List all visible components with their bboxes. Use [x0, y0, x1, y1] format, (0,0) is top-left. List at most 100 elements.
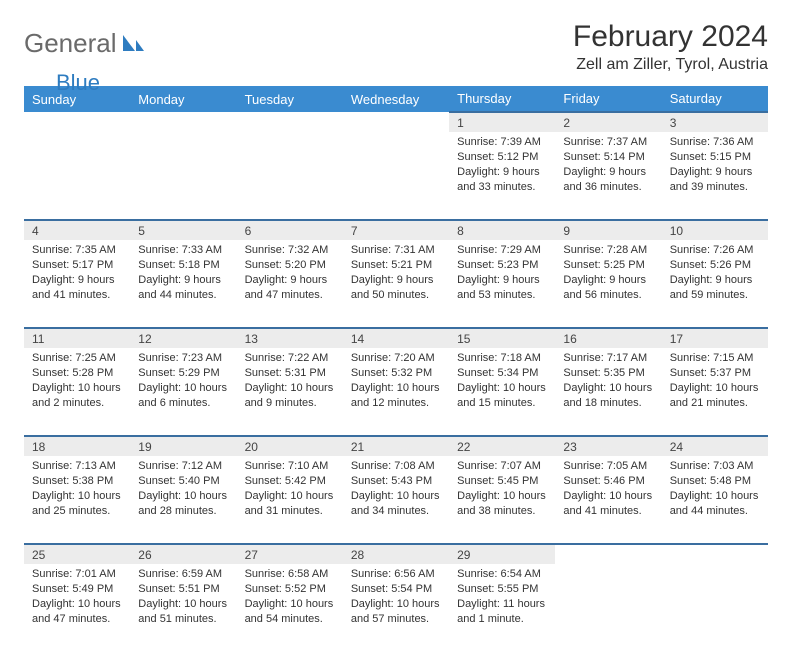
sunrise-text: Sunrise: 6:56 AM	[351, 567, 441, 582]
day-number-cell: 24	[662, 436, 768, 456]
day-content-cell: Sunrise: 7:22 AMSunset: 5:31 PMDaylight:…	[237, 348, 343, 436]
daylight-text: Daylight: 9 hours and 50 minutes.	[351, 273, 441, 303]
day-number-cell: 11	[24, 328, 130, 348]
daylight-text: Daylight: 10 hours and 2 minutes.	[32, 381, 122, 411]
weekday-header: Friday	[555, 86, 661, 112]
sunset-text: Sunset: 5:28 PM	[32, 366, 122, 381]
header: General February 2024 Zell am Ziller, Ty…	[24, 20, 768, 74]
day-number-row: 18192021222324	[24, 436, 768, 456]
day-number-cell: 3	[662, 112, 768, 132]
sunset-text: Sunset: 5:37 PM	[670, 366, 760, 381]
day-content-cell: Sunrise: 7:12 AMSunset: 5:40 PMDaylight:…	[130, 456, 236, 544]
sunset-text: Sunset: 5:52 PM	[245, 582, 335, 597]
daylight-text: Daylight: 10 hours and 6 minutes.	[138, 381, 228, 411]
sunset-text: Sunset: 5:45 PM	[457, 474, 547, 489]
weekday-header: Wednesday	[343, 86, 449, 112]
day-number-cell: 27	[237, 544, 343, 564]
day-content-cell: Sunrise: 7:36 AMSunset: 5:15 PMDaylight:…	[662, 132, 768, 220]
daylight-text: Daylight: 10 hours and 15 minutes.	[457, 381, 547, 411]
day-number-cell: 1	[449, 112, 555, 132]
day-number-cell: 14	[343, 328, 449, 348]
daylight-text: Daylight: 9 hours and 56 minutes.	[563, 273, 653, 303]
daylight-text: Daylight: 9 hours and 33 minutes.	[457, 165, 547, 195]
sunrise-text: Sunrise: 7:25 AM	[32, 351, 122, 366]
day-content-cell: Sunrise: 7:28 AMSunset: 5:25 PMDaylight:…	[555, 240, 661, 328]
sunrise-text: Sunrise: 7:20 AM	[351, 351, 441, 366]
sunrise-text: Sunrise: 7:33 AM	[138, 243, 228, 258]
daylight-text: Daylight: 9 hours and 41 minutes.	[32, 273, 122, 303]
day-number-cell: 10	[662, 220, 768, 240]
daylight-text: Daylight: 10 hours and 34 minutes.	[351, 489, 441, 519]
day-content-cell: Sunrise: 7:23 AMSunset: 5:29 PMDaylight:…	[130, 348, 236, 436]
logo-word-general: General	[24, 28, 117, 59]
day-number-cell: 16	[555, 328, 661, 348]
day-content-cell: Sunrise: 6:58 AMSunset: 5:52 PMDaylight:…	[237, 564, 343, 652]
day-content-row: Sunrise: 7:01 AMSunset: 5:49 PMDaylight:…	[24, 564, 768, 652]
day-number-cell	[343, 112, 449, 132]
title-block: February 2024 Zell am Ziller, Tyrol, Aus…	[573, 20, 768, 74]
month-title: February 2024	[573, 20, 768, 54]
sunrise-text: Sunrise: 7:39 AM	[457, 135, 547, 150]
day-number-cell: 4	[24, 220, 130, 240]
daylight-text: Daylight: 10 hours and 44 minutes.	[670, 489, 760, 519]
day-content-cell: Sunrise: 7:03 AMSunset: 5:48 PMDaylight:…	[662, 456, 768, 544]
sunrise-text: Sunrise: 7:26 AM	[670, 243, 760, 258]
day-number-cell: 9	[555, 220, 661, 240]
day-content-cell: Sunrise: 7:13 AMSunset: 5:38 PMDaylight:…	[24, 456, 130, 544]
sunset-text: Sunset: 5:46 PM	[563, 474, 653, 489]
sunrise-text: Sunrise: 7:08 AM	[351, 459, 441, 474]
day-number-cell: 18	[24, 436, 130, 456]
day-content-cell: Sunrise: 7:39 AMSunset: 5:12 PMDaylight:…	[449, 132, 555, 220]
day-number-cell: 29	[449, 544, 555, 564]
day-number-cell	[555, 544, 661, 564]
weekday-header-row: SundayMondayTuesdayWednesdayThursdayFrid…	[24, 86, 768, 112]
sunset-text: Sunset: 5:29 PM	[138, 366, 228, 381]
day-number-cell: 12	[130, 328, 236, 348]
sunset-text: Sunset: 5:42 PM	[245, 474, 335, 489]
daylight-text: Daylight: 10 hours and 9 minutes.	[245, 381, 335, 411]
sunset-text: Sunset: 5:23 PM	[457, 258, 547, 273]
day-content-cell: Sunrise: 6:59 AMSunset: 5:51 PMDaylight:…	[130, 564, 236, 652]
sunset-text: Sunset: 5:21 PM	[351, 258, 441, 273]
sunset-text: Sunset: 5:25 PM	[563, 258, 653, 273]
sunrise-text: Sunrise: 7:17 AM	[563, 351, 653, 366]
sunset-text: Sunset: 5:12 PM	[457, 150, 547, 165]
day-content-cell: Sunrise: 6:54 AMSunset: 5:55 PMDaylight:…	[449, 564, 555, 652]
sunrise-text: Sunrise: 7:29 AM	[457, 243, 547, 258]
sunrise-text: Sunrise: 7:32 AM	[245, 243, 335, 258]
sunset-text: Sunset: 5:20 PM	[245, 258, 335, 273]
day-number-row: 11121314151617	[24, 328, 768, 348]
logo-word-blue: Blue	[56, 70, 100, 96]
location: Zell am Ziller, Tyrol, Austria	[573, 56, 768, 74]
sunrise-text: Sunrise: 7:36 AM	[670, 135, 760, 150]
sunrise-text: Sunrise: 7:05 AM	[563, 459, 653, 474]
day-number-row: 45678910	[24, 220, 768, 240]
sunset-text: Sunset: 5:31 PM	[245, 366, 335, 381]
sunrise-text: Sunrise: 7:01 AM	[32, 567, 122, 582]
daylight-text: Daylight: 10 hours and 31 minutes.	[245, 489, 335, 519]
day-number-cell: 13	[237, 328, 343, 348]
daylight-text: Daylight: 10 hours and 12 minutes.	[351, 381, 441, 411]
day-content-cell: Sunrise: 7:37 AMSunset: 5:14 PMDaylight:…	[555, 132, 661, 220]
logo: General	[24, 28, 147, 59]
day-content-cell	[237, 132, 343, 220]
sunrise-text: Sunrise: 7:23 AM	[138, 351, 228, 366]
daylight-text: Daylight: 9 hours and 47 minutes.	[245, 273, 335, 303]
day-number-cell: 23	[555, 436, 661, 456]
sunrise-text: Sunrise: 6:54 AM	[457, 567, 547, 582]
sunrise-text: Sunrise: 7:15 AM	[670, 351, 760, 366]
daylight-text: Daylight: 9 hours and 39 minutes.	[670, 165, 760, 195]
daylight-text: Daylight: 9 hours and 53 minutes.	[457, 273, 547, 303]
day-number-cell: 26	[130, 544, 236, 564]
day-content-row: Sunrise: 7:25 AMSunset: 5:28 PMDaylight:…	[24, 348, 768, 436]
day-number-cell: 22	[449, 436, 555, 456]
daylight-text: Daylight: 10 hours and 38 minutes.	[457, 489, 547, 519]
sunrise-text: Sunrise: 7:03 AM	[670, 459, 760, 474]
day-content-cell: Sunrise: 7:35 AMSunset: 5:17 PMDaylight:…	[24, 240, 130, 328]
day-number-cell: 15	[449, 328, 555, 348]
day-number-cell: 6	[237, 220, 343, 240]
day-content-cell	[555, 564, 661, 652]
day-content-row: Sunrise: 7:35 AMSunset: 5:17 PMDaylight:…	[24, 240, 768, 328]
day-content-cell: Sunrise: 7:26 AMSunset: 5:26 PMDaylight:…	[662, 240, 768, 328]
day-content-cell: Sunrise: 7:20 AMSunset: 5:32 PMDaylight:…	[343, 348, 449, 436]
